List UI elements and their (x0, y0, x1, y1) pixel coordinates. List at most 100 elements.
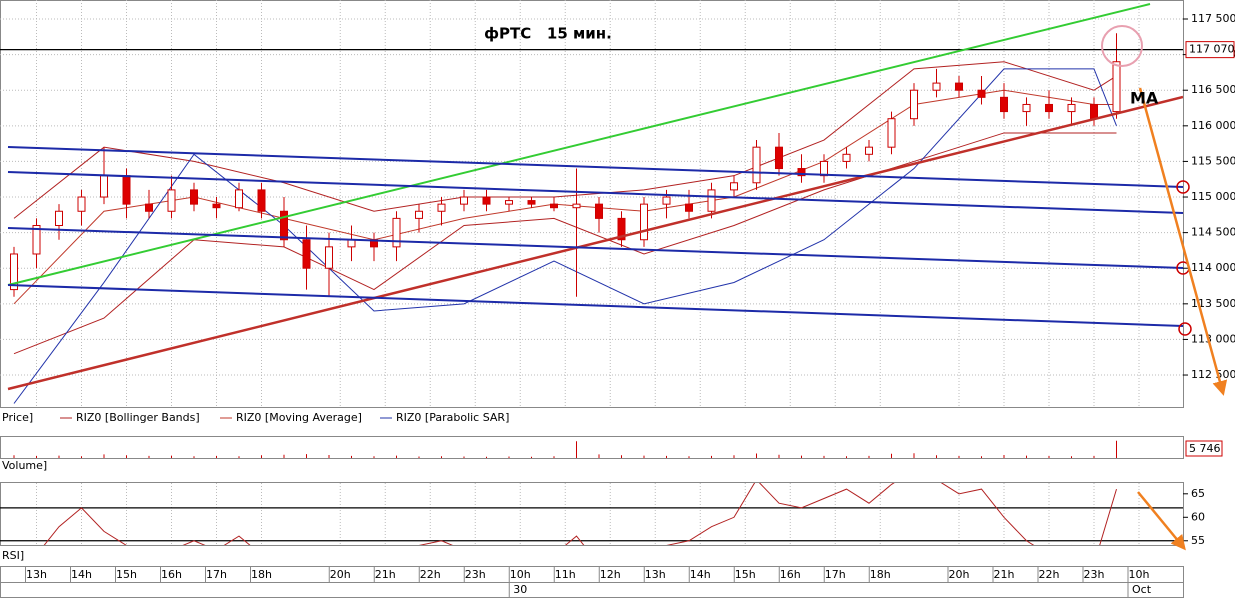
x-tick-label: 20h (949, 568, 970, 581)
volume-plot (13, 440, 1117, 458)
x-tick-label: 18h (870, 568, 891, 581)
x-tick-label: 23h (1084, 568, 1105, 581)
candle-body (1067, 103, 1076, 113)
candle-body (122, 175, 131, 205)
candle-body (797, 168, 806, 177)
arrow (1137, 491, 1186, 551)
volume-tag (1185, 440, 1223, 457)
candle-body (572, 203, 581, 209)
rsi-plot (0, 483, 1183, 545)
y-tick-label: 112 500 (1191, 368, 1235, 381)
rsi-tick-label: 65 (1191, 487, 1205, 500)
rsi-tick-label: 60 (1191, 510, 1205, 523)
y-tick-label: 114 000 (1191, 261, 1235, 274)
y-tick-label: 113 000 (1191, 332, 1235, 345)
y-tick-label: 115 000 (1191, 190, 1235, 203)
candle-body (235, 189, 243, 209)
candle-body (145, 203, 153, 212)
date-label: Oct (1132, 583, 1152, 596)
volume-panel (0, 436, 1184, 459)
trend-line (7, 146, 1183, 188)
highlight-circle (1101, 25, 1143, 67)
candle-body (550, 203, 558, 209)
candle-body (887, 118, 896, 148)
candle-body (730, 182, 738, 191)
legend-label: RIZ0 [Moving Average] (236, 411, 362, 424)
x-tick-label: 22h (420, 568, 441, 581)
candle-body (392, 217, 401, 248)
annotation: MA (1130, 89, 1159, 108)
price-plot (0, 0, 1183, 408)
candle-body (1000, 96, 1008, 113)
y-tick-label: 116 000 (1191, 119, 1235, 132)
candle-body (212, 203, 221, 209)
candle-body (100, 175, 108, 198)
candle-body (955, 82, 963, 91)
candle-body (1022, 103, 1031, 113)
candle-body (10, 253, 18, 291)
x-tick-label: 21h (994, 568, 1015, 581)
candle-body (482, 196, 491, 205)
x-tick-label: 12h (600, 568, 621, 581)
price-tag (1185, 41, 1235, 59)
candle-body (347, 239, 356, 248)
candle-body (977, 89, 986, 98)
legend-label: RIZ0 [Parabolic SAR] (396, 411, 509, 424)
candle-body (1045, 103, 1053, 113)
bollinger-lower (13, 132, 1117, 355)
trend-lines (7, 3, 1183, 391)
candle-body (257, 189, 266, 212)
candle-body (752, 146, 761, 184)
price-tag-label: 117 070 (1189, 43, 1235, 56)
candle-body (302, 239, 311, 269)
panel-label: Volume] (2, 459, 47, 472)
volume-tag-label: 5 746 (1189, 442, 1221, 455)
trend-line (7, 227, 1183, 269)
highlight-circle (1176, 180, 1190, 194)
trend-line (7, 171, 1183, 214)
x-tick-label: 11h (555, 568, 576, 581)
candle-body (415, 210, 423, 219)
candle-body (640, 203, 648, 241)
x-tick-label: 10h (510, 568, 531, 581)
candle-body (1090, 103, 1098, 120)
candle-body (662, 196, 671, 205)
y-tick-label: 117 500 (1191, 12, 1235, 25)
candle-body (527, 200, 536, 205)
x-tick-label: 15h (116, 568, 137, 581)
y-tick-label: 115 500 (1191, 154, 1235, 167)
rsi-line (43, 483, 1117, 545)
x-tick-label: 15h (735, 568, 756, 581)
highlight-circle (1178, 322, 1192, 336)
y-tick-label: 116 500 (1191, 83, 1235, 96)
trend-line (7, 95, 1183, 391)
candle-body (865, 146, 873, 155)
candle-body (437, 203, 446, 212)
candle-body (460, 196, 468, 205)
rsi-panel (0, 482, 1184, 546)
candle-body (820, 160, 828, 177)
legend-label: RIZ0 [Bollinger Bands] (76, 411, 200, 424)
candle-body (685, 203, 693, 212)
rsi-tick-label: 55 (1191, 534, 1205, 547)
y-tick-label: 114 500 (1191, 226, 1235, 239)
candle-body (505, 200, 513, 205)
panel-label: Price] (2, 411, 33, 424)
candle-body (842, 153, 851, 162)
candle-body (55, 210, 63, 227)
axes: 112 500 113 000 113 500 114 000 114 500 115 0… (25, 12, 1235, 597)
chart-title: фРТС 15 мин. (484, 25, 612, 43)
candle-body (325, 246, 333, 269)
candle-body (932, 82, 941, 91)
candle-body (595, 203, 603, 219)
candle-body (280, 210, 288, 241)
x-tick-label: 21h (375, 568, 396, 581)
candle-body (707, 189, 716, 212)
candle-body (775, 146, 783, 170)
x-tick-label: 14h (71, 568, 92, 581)
x-tick-label: 20h (330, 568, 351, 581)
x-tick-label: 14h (690, 568, 711, 581)
x-tick-label: 16h (161, 568, 182, 581)
